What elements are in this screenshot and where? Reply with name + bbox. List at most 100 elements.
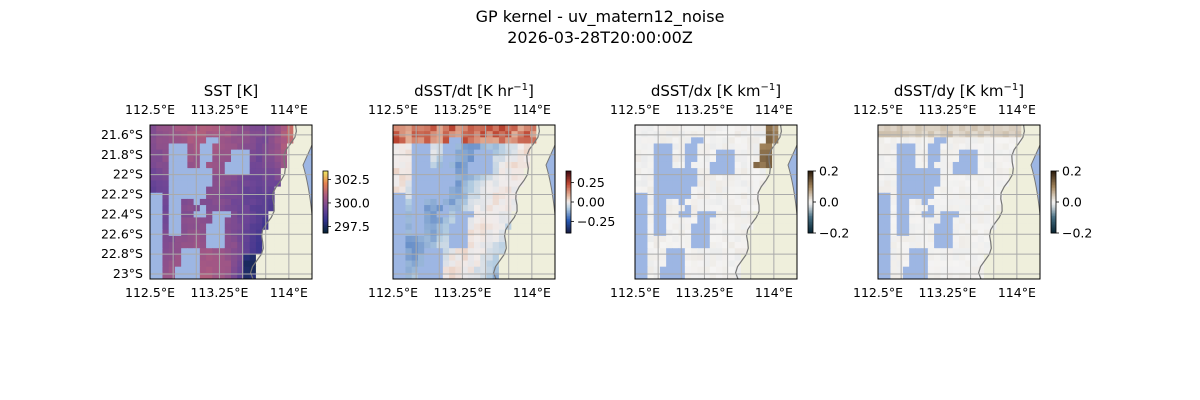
heatmap-cell [287, 235, 294, 243]
heatmap-cell [971, 198, 979, 206]
heatmap-cell [255, 161, 263, 169]
heatmap-cell [728, 248, 736, 255]
heatmap-cell [915, 217, 923, 225]
heatmap-cell [430, 155, 438, 163]
heatmap-cell [442, 186, 450, 194]
heatmap-cell [934, 229, 941, 237]
heatmap-cell [212, 235, 220, 243]
heatmap-cell [461, 174, 469, 181]
heatmap-cell [523, 149, 531, 157]
heatmap-cell [641, 223, 648, 231]
colorbar-step [808, 214, 813, 217]
heatmap-cell [728, 205, 736, 212]
heatmap-cell [255, 223, 263, 231]
heatmap-cell [486, 229, 494, 237]
heatmap-cell [921, 254, 929, 262]
heatmap-cell [915, 192, 923, 200]
heatmap-cell [772, 168, 779, 175]
heatmap-cell [703, 161, 711, 169]
heatmap-cell [287, 242, 294, 249]
heatmap-cell [424, 149, 431, 157]
heatmap-cell [909, 266, 916, 274]
heatmap-cell [187, 242, 195, 249]
heatmap-cell [772, 186, 779, 194]
colorbar-step [1051, 203, 1056, 206]
heatmap-cell [672, 235, 680, 243]
colorbar-step [323, 214, 328, 217]
heatmap-cell [249, 272, 257, 280]
heatmap-cell [218, 174, 226, 181]
heatmap-cell [442, 229, 450, 237]
heatmap-cell [461, 248, 469, 255]
colorbar-step [1051, 211, 1056, 214]
heatmap-cell [268, 223, 276, 231]
heatmap-cell [150, 272, 157, 280]
heatmap-cell [641, 137, 648, 144]
heatmap-cell [480, 137, 487, 144]
heatmap-cell [498, 192, 506, 200]
heatmap-cell [716, 198, 723, 206]
heatmap-cell [996, 143, 1004, 151]
heatmap-cell [299, 149, 307, 157]
heatmap-cell [728, 125, 736, 132]
heatmap-cell [722, 161, 729, 169]
heatmap-cell [1008, 137, 1016, 144]
heatmap-cell [709, 272, 717, 280]
heatmap-cell [530, 217, 537, 225]
heatmap-cell [666, 186, 673, 194]
heatmap-cell [1002, 149, 1010, 157]
heatmap-cell [909, 125, 916, 132]
heatmap-cell [666, 260, 673, 268]
heatmap-cell [193, 143, 201, 151]
heatmap-cell [659, 192, 667, 200]
heatmap-cell [249, 143, 257, 151]
colorbar-step [566, 200, 571, 203]
heatmap-cell [405, 155, 413, 163]
heatmap-cell [952, 198, 960, 206]
heatmap-cell [965, 205, 972, 212]
heatmap-cell [878, 272, 885, 280]
heatmap-cell [498, 180, 506, 188]
heatmap-cell [778, 272, 786, 280]
heatmap-cell [734, 168, 742, 175]
heatmap-cell [449, 137, 456, 144]
heatmap-cell [231, 229, 238, 237]
heatmap-cell [722, 155, 729, 163]
heatmap-cell [790, 266, 798, 274]
heatmap-cell [921, 229, 929, 237]
colorbar-step [566, 202, 571, 204]
heatmap-cell [890, 205, 898, 212]
heatmap-cell [902, 198, 910, 206]
heatmap-cell [449, 272, 456, 280]
heatmap-cell [1027, 272, 1035, 280]
heatmap-cell [784, 266, 792, 274]
heatmap-cell [393, 248, 400, 255]
heatmap-cell [1008, 180, 1016, 188]
heatmap-cell [442, 242, 450, 249]
heatmap-cell [1021, 248, 1029, 255]
heatmap-cell [772, 266, 779, 274]
heatmap-cell [996, 254, 1004, 262]
heatmap-cell [393, 137, 400, 144]
heatmap-cell [411, 242, 419, 249]
heatmap-cell [977, 254, 985, 262]
heatmap-cell [940, 168, 948, 175]
heatmap-cell [542, 186, 550, 194]
heatmap-cell [193, 155, 201, 163]
heatmap-cell [181, 161, 188, 169]
heatmap-cell [1027, 254, 1035, 262]
heatmap-cell [977, 272, 985, 280]
colorbar-step [808, 208, 813, 211]
heatmap-cell [474, 242, 481, 249]
heatmap-cell [765, 168, 773, 175]
heatmap-cell [224, 235, 232, 243]
heatmap-cell [174, 229, 182, 237]
heatmap-cell [1027, 266, 1035, 274]
heatmap-cell [1027, 155, 1035, 163]
heatmap-cell [983, 143, 991, 151]
heatmap-cell [174, 205, 182, 212]
heatmap-cell [959, 192, 966, 200]
heatmap-cell [274, 155, 282, 163]
heatmap-cell [884, 143, 891, 151]
heatmap-cell [647, 125, 655, 132]
